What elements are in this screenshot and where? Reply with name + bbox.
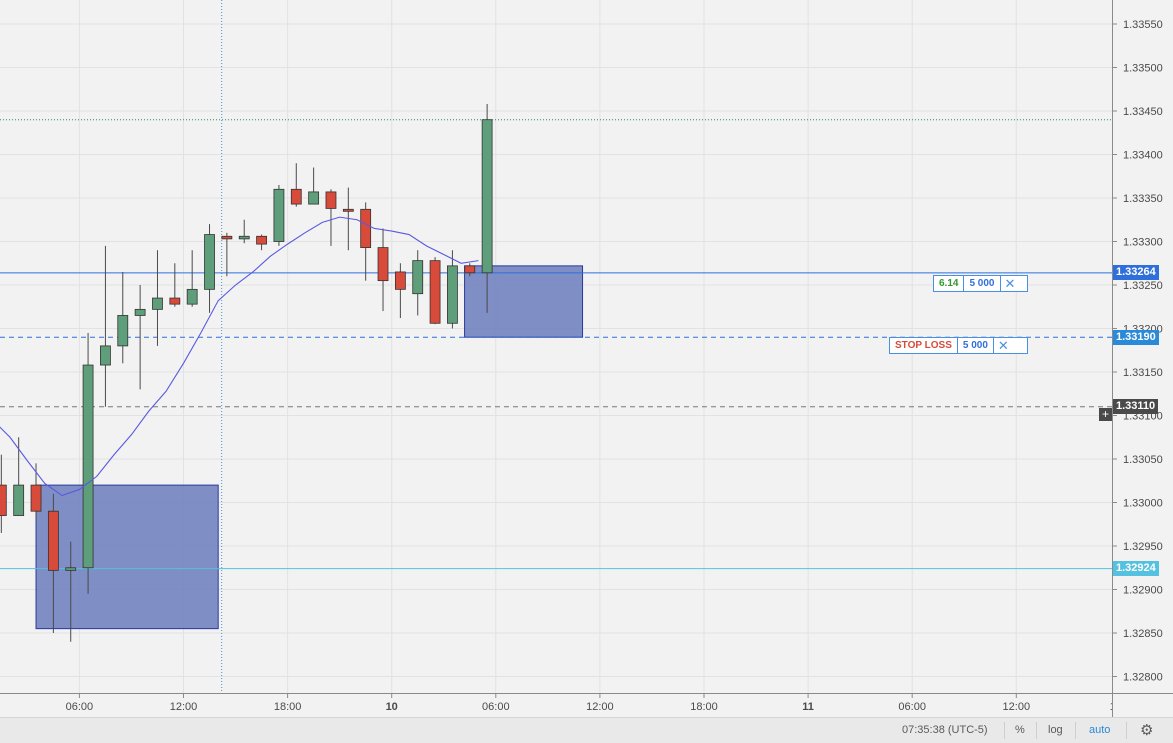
price-tick-label: 1.32950 [1123,541,1163,553]
candle-body [100,345,111,366]
candle-body [221,235,233,240]
axis-corner [1112,693,1173,717]
position-pnl: 6.14 [934,276,965,291]
time-axis[interactable]: 06:00 12:00 18:00 10 06:00 12:00 18:00 11 06:00 1… [0,693,1112,717]
position-order-widget[interactable]: 6.14 5 000 ✕ [933,275,1028,292]
time-tick-label: 11 [802,701,814,713]
price-tick-label: 1.33000 [1123,498,1163,510]
candle-body [30,484,42,512]
candle-body [394,271,406,290]
toolbar-divider [1126,722,1127,739]
candle-body [256,235,267,245]
price-tick-label: 1.33500 [1123,63,1163,75]
time-tick-label: 06:00 [898,701,926,713]
price-tick-label: 1.33550 [1123,19,1163,31]
time-tick-label: 12:00 [1003,701,1031,713]
stop-loss-label[interactable]: STOP LOSS [890,338,958,353]
candle-body [377,247,389,282]
candle-body [82,364,94,569]
candle-body [13,484,25,516]
candle-body [360,208,372,248]
candle-body [0,484,7,516]
candle-body [65,567,77,571]
candle-body [447,265,458,324]
cancel-stop-loss-icon[interactable]: ✕ [997,337,1009,353]
price-tick-label: 1.32800 [1123,672,1163,684]
time-tick-label: 06:00 [482,701,510,713]
time-tick-label: 18:00 [690,701,718,713]
time-tick-label: 17:0 [1110,701,1112,713]
time-tick-label: 06:00 [66,701,94,713]
price-axis-label: 1.33190 [1113,329,1159,345]
position-quantity[interactable]: 5 000 [964,276,1001,291]
time-tick-label: 10 [386,701,398,713]
clock-readout: 07:35:38 (UTC-5) [902,724,988,736]
gear-icon[interactable]: ⚙ [1140,722,1154,739]
candle-body [134,308,146,316]
toolbar-divider [1004,722,1005,739]
candle-body [290,188,302,205]
candle-body [308,191,320,205]
time-tick-label: 18:00 [274,701,302,713]
position-zone-box [464,265,584,338]
price-tick-label: 1.33450 [1123,106,1163,118]
candle-body [152,297,163,310]
candle-body [429,260,441,324]
percent-scale-toggle[interactable]: % [1015,724,1025,736]
price-tick-label: 1.32850 [1123,628,1163,640]
time-tick-label: 12:00 [586,701,614,713]
log-scale-toggle[interactable]: log [1048,724,1063,736]
price-axis-label: 1.33264 [1113,265,1159,281]
auto-scale-toggle[interactable]: auto [1089,724,1111,736]
position-zone-box [35,484,219,630]
price-tick-label: 1.33350 [1123,193,1163,205]
candle-body [273,188,285,242]
price-axis-label: 1.33110 [1113,399,1159,415]
price-tick-label: 1.33050 [1123,454,1163,466]
price-tick-label: 1.33150 [1123,367,1163,379]
time-tick-label: 12:00 [170,701,198,713]
candle-body [186,288,198,305]
price-tick-label: 1.33250 [1123,280,1163,292]
price-axis-label: 1.32924 [1113,561,1159,577]
close-position-icon[interactable]: ✕ [1004,275,1016,291]
candle-body [47,510,59,571]
stop-loss-order-widget[interactable]: STOP LOSS 5 000 ✕ [889,337,1028,354]
price-tick-label: 1.33400 [1123,150,1163,162]
candle-body [464,265,476,274]
toolbar-divider [1075,722,1076,739]
candle-body [117,315,129,347]
candle-body [238,235,250,240]
crosshair-plus-icon[interactable]: + [1099,408,1112,421]
candle-body [481,119,493,274]
toolbar-divider [1036,722,1037,739]
price-tick-label: 1.32900 [1123,585,1163,597]
bottom-toolbar: 07:35:38 (UTC-5) % log auto ⚙ [0,717,1173,743]
candle-body [412,260,424,295]
candle-body [325,191,337,209]
candle-body [169,297,181,305]
candle-body [204,234,215,290]
candle-body [342,208,354,212]
moving-average-line [0,216,479,497]
price-axis[interactable]: 1.32800 1.32850 1.32900 1.32950 1.33000 1.330… [1112,0,1173,693]
stop-loss-quantity[interactable]: 5 000 [958,338,994,353]
price-tick-label: 1.33300 [1123,237,1163,249]
